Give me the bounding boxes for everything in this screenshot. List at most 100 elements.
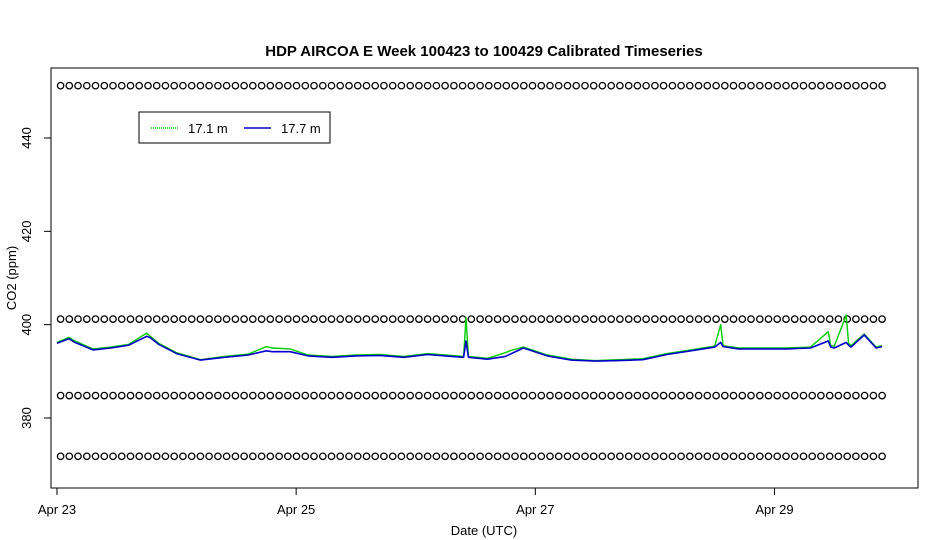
y-tick-label: 380 (19, 407, 34, 429)
marker-point (817, 315, 825, 323)
marker-point (703, 81, 712, 90)
plot-frame (50, 67, 919, 489)
marker-point (380, 315, 388, 323)
marker-point (117, 81, 126, 90)
marker-point (345, 391, 353, 400)
marker-point (572, 81, 581, 90)
marker-point (572, 315, 581, 323)
marker-point (764, 81, 773, 90)
legend-label-17-7m: 17.7 m (281, 121, 321, 136)
marker-point (327, 391, 336, 400)
marker-point (738, 452, 747, 461)
marker-point (852, 315, 860, 323)
marker-point (729, 315, 738, 323)
marker-point (694, 391, 703, 400)
marker-point (598, 452, 607, 461)
marker-point (450, 315, 458, 323)
marker-point (231, 81, 240, 90)
marker-point (161, 81, 170, 90)
marker-point (546, 81, 554, 90)
marker-point (755, 452, 764, 461)
marker-point (528, 81, 537, 90)
marker-point (371, 391, 380, 400)
marker-point (878, 315, 886, 323)
marker-point (388, 391, 397, 400)
x-tick-label: Apr 29 (755, 502, 793, 517)
marker-point (860, 452, 869, 461)
marker-point (423, 315, 432, 323)
marker-point (869, 315, 878, 323)
marker-point (747, 391, 755, 400)
marker-point (467, 81, 476, 90)
marker-point (685, 452, 694, 461)
marker-point (257, 452, 266, 461)
marker-point (720, 315, 729, 323)
marker-point (581, 391, 589, 400)
marker-point (327, 452, 336, 461)
marker-point (764, 452, 773, 461)
marker-point (406, 81, 415, 90)
marker-point (283, 81, 292, 90)
marker-point (720, 391, 729, 400)
marker-point (755, 391, 764, 400)
series-line-17-7m (56, 334, 883, 362)
marker-point (616, 452, 624, 461)
marker-point (484, 315, 493, 323)
marker-point (598, 391, 607, 400)
legend-box (138, 111, 331, 144)
marker-point (799, 391, 808, 400)
marker-point (266, 81, 275, 90)
marker-point (860, 81, 869, 90)
marker-point (135, 452, 144, 461)
marker-point (432, 391, 441, 400)
marker-point (852, 391, 860, 400)
marker-point (415, 391, 423, 400)
marker-point (65, 391, 74, 400)
marker-point (406, 452, 415, 461)
marker-point (179, 391, 187, 400)
marker-point (694, 452, 703, 461)
marker-point (834, 81, 843, 90)
marker-point (607, 452, 616, 461)
marker-point (196, 81, 205, 90)
marker-point (633, 452, 642, 461)
marker-point (755, 315, 764, 323)
marker-point (362, 81, 371, 90)
marker-point (144, 391, 152, 400)
marker-point (677, 81, 685, 90)
marker-point (231, 391, 240, 400)
marker-point (56, 315, 65, 323)
marker-point (205, 81, 213, 90)
marker-point (607, 391, 616, 400)
x-tick-label: Apr 25 (277, 502, 315, 517)
marker-point (519, 452, 528, 461)
marker-point (74, 452, 82, 461)
marker-rows (56, 81, 886, 461)
marker-point (336, 391, 345, 400)
marker-point (65, 452, 74, 461)
legend-label-17-1m: 17.1 m (188, 121, 228, 136)
marker-point (589, 315, 598, 323)
marker-point (659, 391, 668, 400)
marker-point (214, 452, 222, 461)
marker-point (380, 81, 388, 90)
marker-point (301, 391, 310, 400)
marker-point (572, 452, 581, 461)
marker-point (747, 452, 755, 461)
marker-point (825, 315, 834, 323)
marker-point (187, 315, 196, 323)
marker-point (712, 81, 720, 90)
marker-point (380, 391, 388, 400)
marker-point (371, 315, 380, 323)
marker-point (563, 315, 572, 323)
y-axis: 380 400 420 440 (19, 127, 51, 429)
marker-point (712, 452, 720, 461)
marker-point (196, 391, 205, 400)
marker-point (441, 315, 449, 323)
marker-point (240, 315, 248, 323)
marker-point (388, 81, 397, 90)
marker-point (214, 81, 222, 90)
marker-point (476, 81, 484, 90)
marker-point (144, 81, 152, 90)
marker-point (581, 315, 589, 323)
